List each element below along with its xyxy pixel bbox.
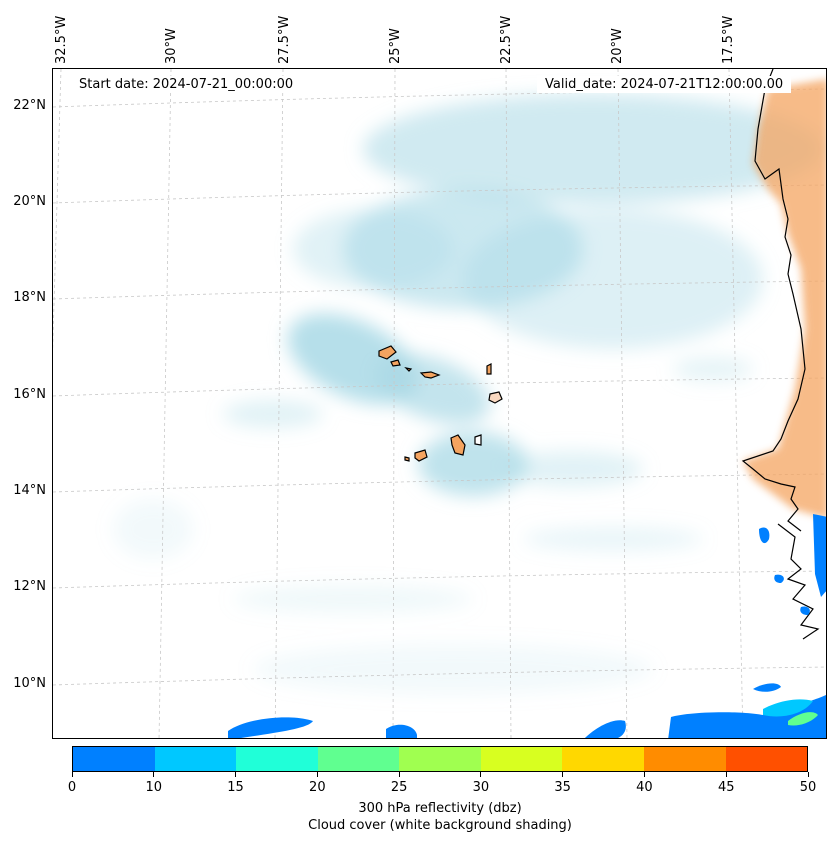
- lat-label-22n: 22°N: [13, 98, 46, 113]
- valid-date-label: Valid_date: 2024-07-21T12:00:00.00: [537, 76, 792, 93]
- gridline: [505, 69, 512, 738]
- coastline: [741, 69, 806, 532]
- colorbar-tick: [398, 772, 400, 777]
- cloud-patch: [223, 400, 323, 428]
- lon-label-32-5w: 32.5°W: [54, 15, 69, 64]
- island-santiago: [450, 434, 466, 456]
- colorbar-segment: [399, 747, 481, 771]
- colorbar-tick: [725, 772, 727, 777]
- gridline: [617, 69, 628, 738]
- gridline: [158, 69, 172, 738]
- gridline: [392, 69, 396, 738]
- mainland-africa: [741, 69, 826, 640]
- reflectivity-patch-light: [763, 699, 813, 717]
- colorbar-tick-label: 45: [717, 780, 735, 795]
- colorbar-tick: [480, 772, 482, 777]
- lat-label-12n: 12°N: [13, 579, 46, 594]
- reflectivity-layer: [228, 514, 826, 738]
- lat-label-14n: 14°N: [13, 483, 46, 498]
- cloud-patch: [673, 357, 753, 381]
- colorbar-tick: [153, 772, 155, 777]
- colorbar-tick-label: 50: [799, 780, 817, 795]
- colorbar-tick-label: 40: [636, 780, 653, 795]
- cloud-cover-layer: [113, 94, 823, 694]
- reflectivity-patch: [759, 527, 770, 544]
- colorbar-tick-label: 10: [145, 780, 163, 795]
- reflectivity-patch: [386, 724, 417, 738]
- island-fogo: [414, 449, 428, 462]
- lat-label-18n: 18°N: [13, 290, 46, 305]
- cloud-patch: [375, 354, 491, 424]
- island-sao-nicolau: [419, 371, 441, 379]
- coastline: [777, 523, 820, 640]
- cloud-patch: [503, 451, 643, 487]
- island-maio: [474, 434, 482, 446]
- reflectivity-patch-green: [788, 712, 818, 726]
- lon-label-30w: 30°W: [164, 28, 179, 64]
- reflectivity-patch: [774, 574, 784, 583]
- lon-label-22-5w: 22.5°W: [499, 15, 514, 64]
- colorbar-segment: [236, 747, 318, 771]
- island-brava: [404, 456, 410, 462]
- colorbar-sublabel: Cloud cover (white background shading): [308, 818, 572, 833]
- gridline: [53, 69, 62, 351]
- colorbar-tick: [643, 772, 645, 777]
- colorbar-tick: [235, 772, 237, 777]
- colorbar-tick: [807, 772, 809, 777]
- reflectivity-patch: [813, 514, 826, 597]
- lat-label-10n: 10°N: [13, 676, 46, 691]
- colorbar-segment: [480, 747, 563, 771]
- map-area: [52, 68, 827, 739]
- colorbar-segment: [562, 747, 644, 771]
- colorbar: [72, 746, 808, 772]
- colorbar-segment: [643, 747, 726, 771]
- cloud-patch: [418, 432, 528, 496]
- colorbar-tick: [316, 772, 318, 777]
- gridline: [53, 570, 826, 589]
- island-santo-antao: [378, 345, 397, 360]
- lon-label-27-5w: 27.5°W: [277, 15, 292, 64]
- island-sal: [486, 363, 492, 375]
- colorbar-tick-label: 0: [67, 780, 77, 795]
- colorbar-segment: [73, 747, 155, 771]
- reflectivity-patch: [228, 717, 313, 738]
- reflectivity-patch: [800, 606, 810, 615]
- gridline: [728, 69, 744, 738]
- colorbar-tick-label: 20: [309, 780, 326, 795]
- colorbar-tick: [562, 772, 564, 777]
- island-sao-vicente: [390, 359, 401, 367]
- cloud-patch: [113, 499, 193, 559]
- cloud-patch: [523, 527, 703, 551]
- reflectivity-patch: [753, 683, 781, 692]
- gridline: [274, 69, 284, 738]
- lon-label-20w: 20°W: [610, 28, 625, 64]
- reflectivity-patch: [585, 720, 626, 738]
- map-canvas: [53, 69, 826, 738]
- reflectivity-patch: [668, 694, 826, 738]
- colorbar-tick: [71, 772, 73, 777]
- start-date-label: Start date: 2024-07-21_00:00:00: [71, 76, 302, 93]
- cloud-patch: [293, 209, 453, 289]
- cloud-patch: [463, 209, 763, 349]
- colorbar-tick-label: 35: [554, 780, 571, 795]
- colorbar-label: 300 hPa reflectivity (dbz): [358, 801, 522, 816]
- graticule: [53, 69, 826, 738]
- colorbar-tick-label: 15: [227, 780, 244, 795]
- island-santa-luzia: [404, 367, 413, 372]
- land-heat-shading: [743, 79, 826, 519]
- lat-label-20n: 20°N: [13, 194, 46, 209]
- lat-label-16n: 16°N: [13, 387, 46, 402]
- island-boa-vista: [488, 391, 503, 404]
- lon-label-25w: 25°W: [388, 28, 403, 64]
- cloud-patch: [363, 94, 823, 204]
- cloud-patch: [233, 585, 473, 613]
- cape-verde-islands: [378, 345, 503, 462]
- colorbar-tick-label: 25: [390, 780, 408, 795]
- colorbar-tick-label: 30: [472, 780, 490, 795]
- colorbar-segment: [317, 747, 400, 771]
- colorbar-segment: [725, 747, 808, 771]
- colorbar-segment: [154, 747, 237, 771]
- lon-label-17-5w: 17.5°W: [721, 15, 736, 64]
- cloud-patch: [253, 644, 653, 694]
